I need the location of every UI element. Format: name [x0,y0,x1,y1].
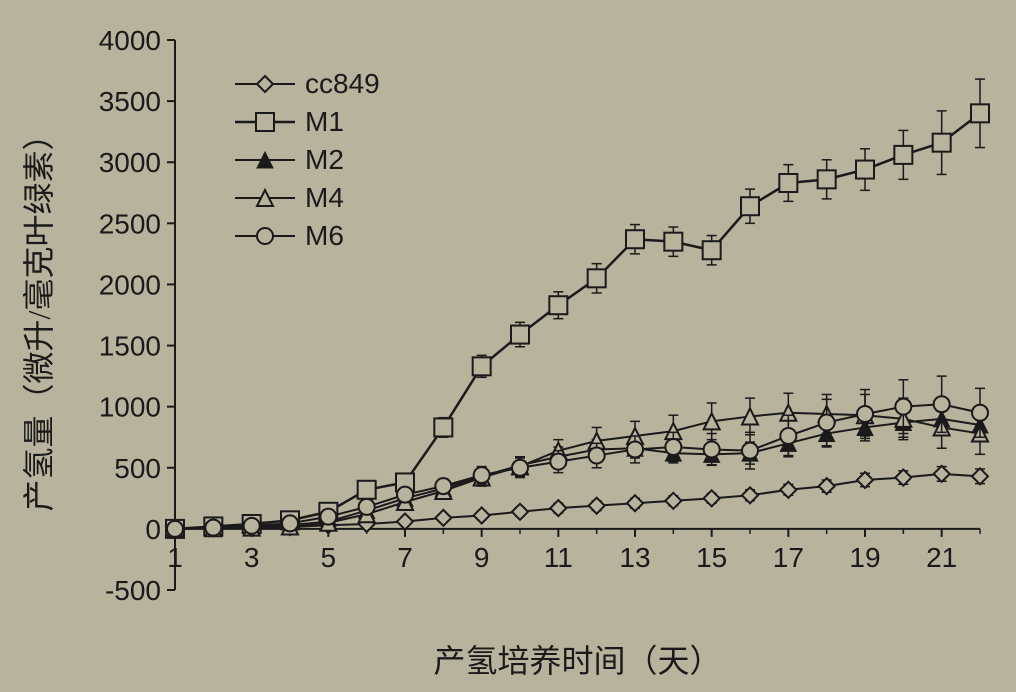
svg-text:M2: M2 [305,144,344,175]
svg-text:3500: 3500 [99,86,161,117]
svg-text:-500: -500 [105,575,161,606]
svg-text:13: 13 [619,542,650,573]
svg-text:17: 17 [773,542,804,573]
svg-text:9: 9 [474,542,490,573]
svg-text:1500: 1500 [99,331,161,362]
svg-text:1000: 1000 [99,392,161,423]
line-chart: -500050010001500200025003000350040001357… [0,0,1016,692]
svg-text:产氢培养时间（天）: 产氢培养时间（天） [433,643,721,679]
svg-text:2500: 2500 [99,208,161,239]
svg-text:2000: 2000 [99,269,161,300]
svg-text:11: 11 [544,542,573,573]
svg-text:4000: 4000 [99,25,161,56]
svg-text:3000: 3000 [99,147,161,178]
svg-text:0: 0 [145,514,161,545]
svg-text:5: 5 [321,542,337,573]
svg-text:产氢量（微升/毫克叶绿素）: 产氢量（微升/毫克叶绿素） [21,119,57,512]
svg-text:M6: M6 [305,220,344,251]
svg-text:19: 19 [849,542,880,573]
svg-text:500: 500 [114,453,161,484]
svg-text:M1: M1 [305,106,344,137]
svg-text:M4: M4 [305,182,344,213]
chart-container: -500050010001500200025003000350040001357… [0,0,1016,692]
svg-text:21: 21 [926,542,957,573]
svg-text:cc849: cc849 [305,68,380,99]
svg-text:15: 15 [696,542,727,573]
svg-text:7: 7 [397,542,413,573]
svg-text:1: 1 [167,542,183,573]
svg-text:3: 3 [244,542,260,573]
